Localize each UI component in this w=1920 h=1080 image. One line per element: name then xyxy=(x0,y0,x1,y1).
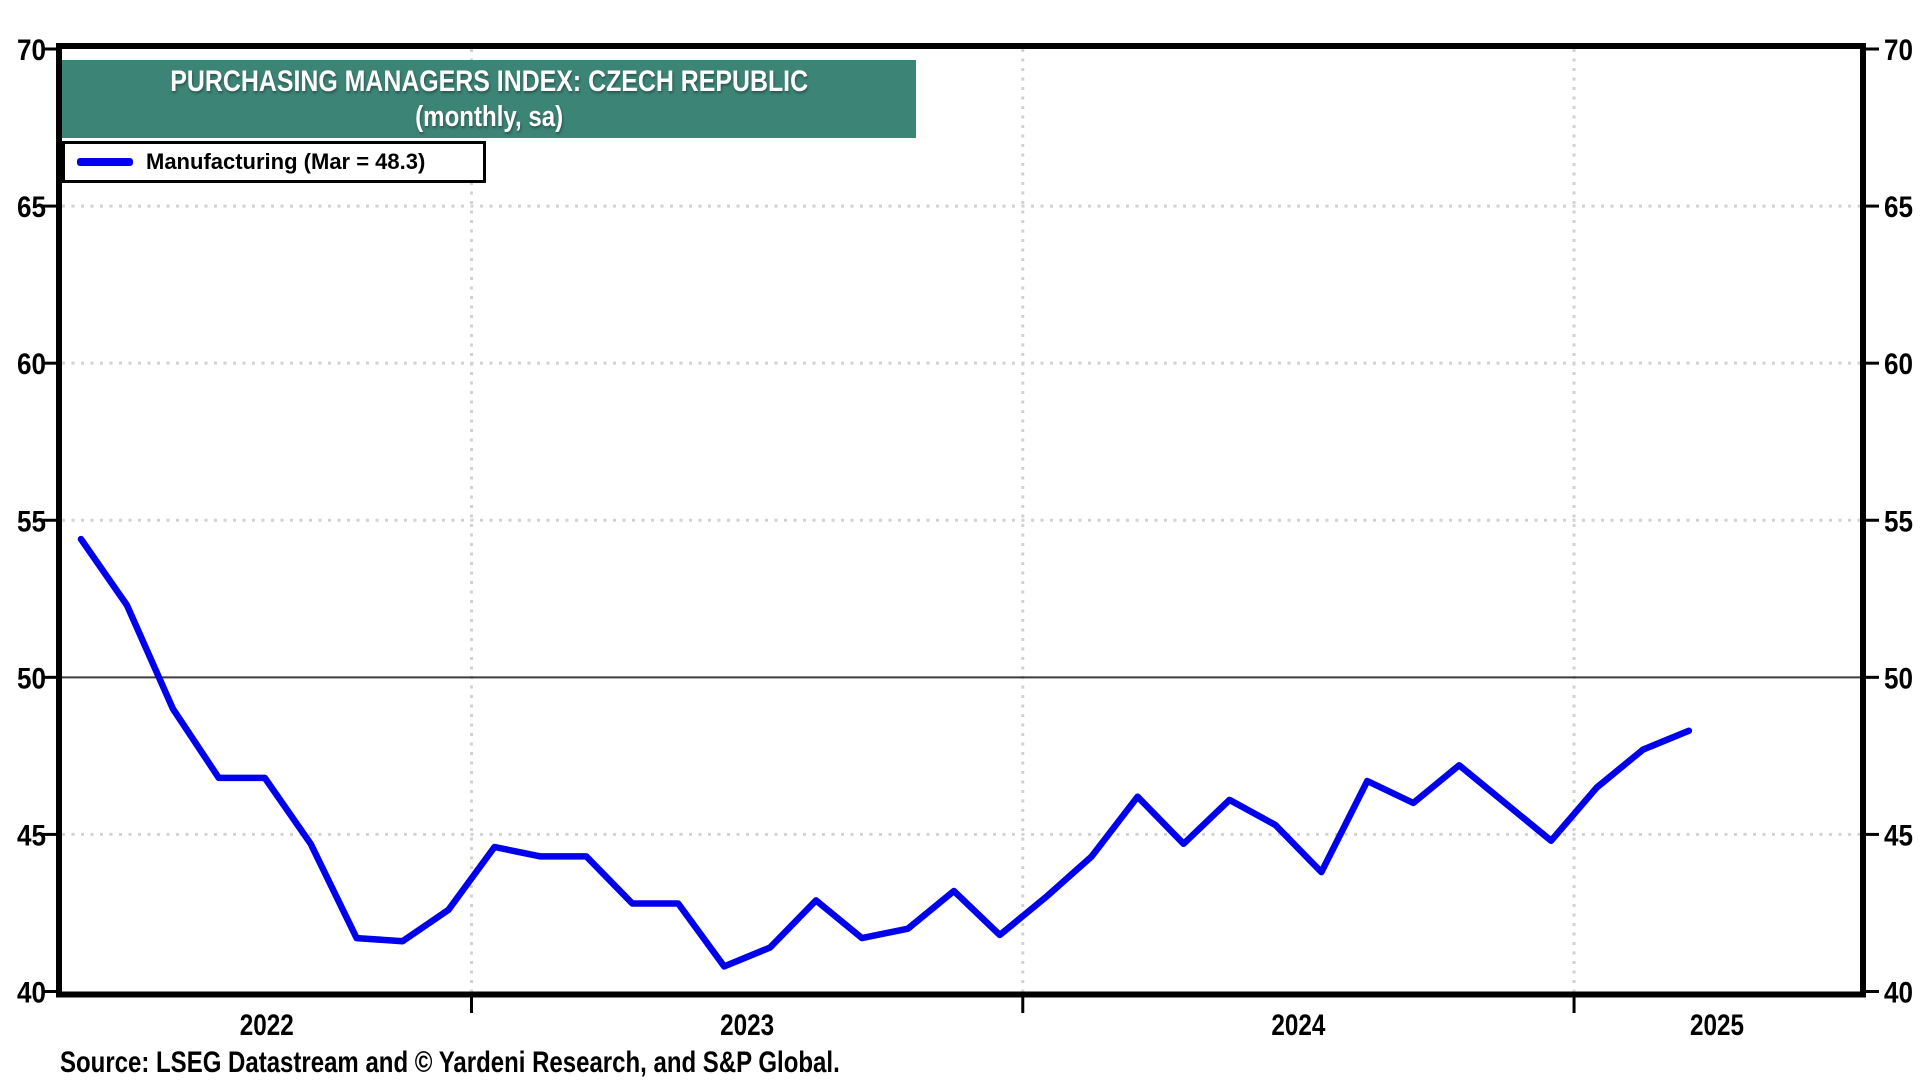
y-axis-label-left: 50 xyxy=(17,662,46,695)
plot-border xyxy=(56,43,1866,998)
y-axis-label-right: 45 xyxy=(1884,819,1913,852)
gridlines xyxy=(62,49,1860,992)
y-axis-label-right: 40 xyxy=(1884,977,1913,1010)
y-axis-label-left: 55 xyxy=(17,505,46,538)
x-axis-year-label: 2024 xyxy=(1271,1009,1325,1042)
axis-labels: 40 40 45 45 50 50 55 55 60 60 65 65 70 70 2022 2023 2024… xyxy=(17,34,1913,1042)
chart-title: PURCHASING MANAGERS INDEX: CZECH REPUBLI… xyxy=(170,65,808,98)
chart-title-box: PURCHASING MANAGERS INDEX: CZECH REPUBLI… xyxy=(62,60,916,138)
y-axis-label-right: 65 xyxy=(1884,191,1913,224)
x-axis-year-label: 2023 xyxy=(720,1009,774,1042)
y-axis-label-right: 70 xyxy=(1884,34,1913,67)
legend-line-swatch xyxy=(77,158,133,166)
axes xyxy=(43,43,1879,1013)
y-axis-label-right: 50 xyxy=(1884,662,1913,695)
y-axis-label-left: 60 xyxy=(17,348,46,381)
source-note: Source: LSEG Datastream and © Yardeni Re… xyxy=(60,1046,840,1079)
y-axis-label-left: 45 xyxy=(17,819,46,852)
y-axis-label-right: 55 xyxy=(1884,505,1913,538)
chart-subtitle: (monthly, sa) xyxy=(415,101,563,133)
manufacturing-pmi-line xyxy=(77,535,1693,970)
legend: Manufacturing (Mar = 48.3) xyxy=(62,141,486,183)
y-axis-label-right: 60 xyxy=(1884,348,1913,381)
legend-label: Manufacturing (Mar = 48.3) xyxy=(146,149,426,174)
x-axis-year-label: 2025 xyxy=(1690,1009,1744,1042)
x-axis-year-label: 2022 xyxy=(240,1009,294,1042)
y-axis-label-left: 65 xyxy=(17,191,46,224)
y-axis-label-left: 70 xyxy=(17,34,46,67)
y-axis-label-left: 40 xyxy=(17,977,46,1010)
